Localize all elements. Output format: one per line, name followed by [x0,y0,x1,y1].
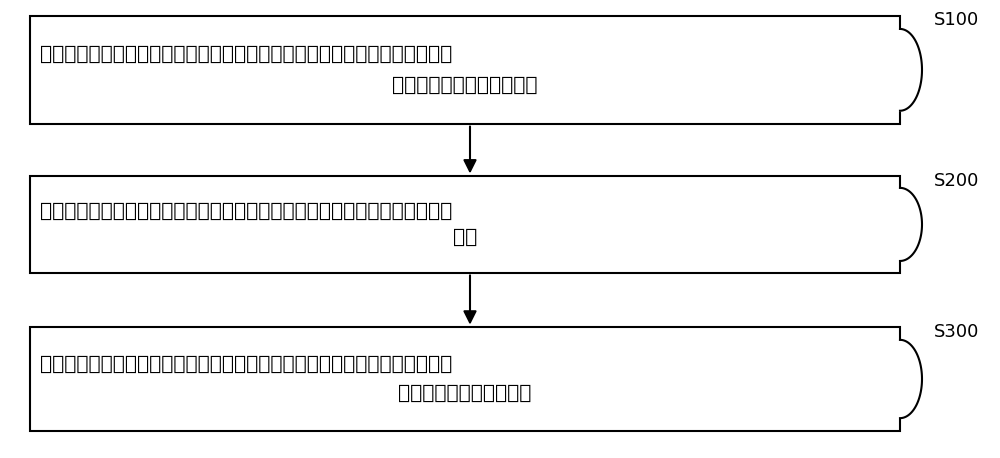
Text: S100: S100 [934,11,979,29]
Text: 根据当前关系函数，获取当前燃料电池系统的最大运行效率，以使得燃料电池: 根据当前关系函数，获取当前燃料电池系统的最大运行效率，以使得燃料电池 [40,355,452,374]
Text: S200: S200 [934,172,979,190]
Text: 数中包括了多个待辨识参数: 数中包括了多个待辨识参数 [392,76,538,94]
Bar [30,176,900,273]
Text: 函数: 函数 [453,229,477,247]
Bar [30,16,900,124]
Text: 构建燃料电池系统的运行效率和燃料电池的输出电流之间的关系函数，关系函: 构建燃料电池系统的运行效率和燃料电池的输出电流之间的关系函数，关系函 [40,45,452,64]
Text: 系统以最大运行效率运行: 系统以最大运行效率运行 [398,384,532,403]
Bar [30,327,900,431]
Text: S300: S300 [934,323,979,341]
Text: 根据燃料电池系统的历史数据集获取多个待辨识参数的数值，以获取当前关系: 根据燃料电池系统的历史数据集获取多个待辨识参数的数值，以获取当前关系 [40,202,452,220]
